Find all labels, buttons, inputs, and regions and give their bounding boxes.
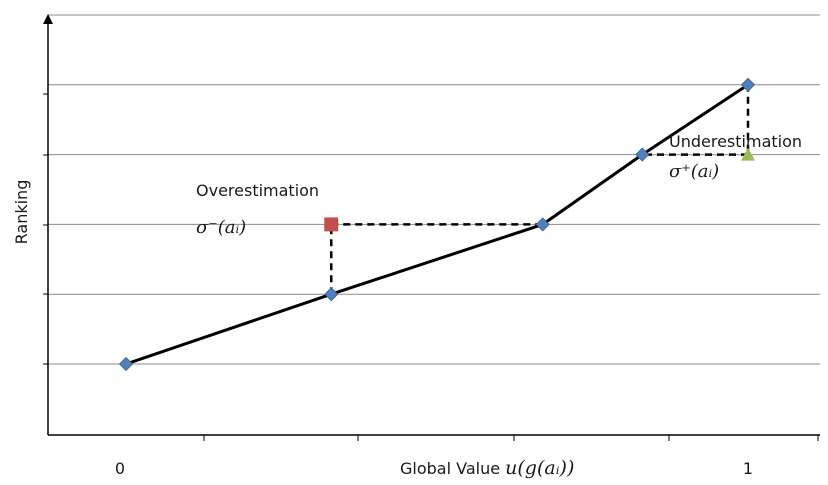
overestimation-symbol: σ⁻(aᵢ) bbox=[196, 217, 246, 238]
x-axis-label: Global Value u(g(aᵢ)) bbox=[400, 457, 574, 479]
underestimation-symbol: σ⁺(aᵢ) bbox=[669, 161, 719, 182]
error-dashed-lines bbox=[330, 84, 750, 295]
x-axis-label-math: u(g(aᵢ)) bbox=[505, 457, 574, 479]
overestimation-label: Overestimation bbox=[196, 181, 319, 200]
data-point-0 bbox=[118, 356, 134, 372]
annotations bbox=[324, 147, 755, 232]
y-axis-arrow bbox=[43, 14, 53, 24]
underestimation-label: Underestimation bbox=[669, 132, 802, 151]
data-markers bbox=[118, 77, 756, 372]
data-point-4 bbox=[740, 77, 756, 92]
y-axis-label: Ranking bbox=[12, 180, 31, 245]
axes bbox=[43, 14, 820, 441]
data-point-1 bbox=[324, 287, 339, 302]
x-axis-label-text: Global Value bbox=[400, 459, 505, 478]
overestimation-square-marker bbox=[324, 217, 339, 232]
underestimation-triangle-marker bbox=[741, 147, 755, 161]
x-tick-label-0: 0 bbox=[115, 459, 125, 478]
gridlines bbox=[48, 14, 820, 365]
data-point-3 bbox=[635, 147, 650, 162]
x-tick-label-1: 1 bbox=[743, 459, 753, 478]
data-point-2 bbox=[535, 217, 550, 232]
